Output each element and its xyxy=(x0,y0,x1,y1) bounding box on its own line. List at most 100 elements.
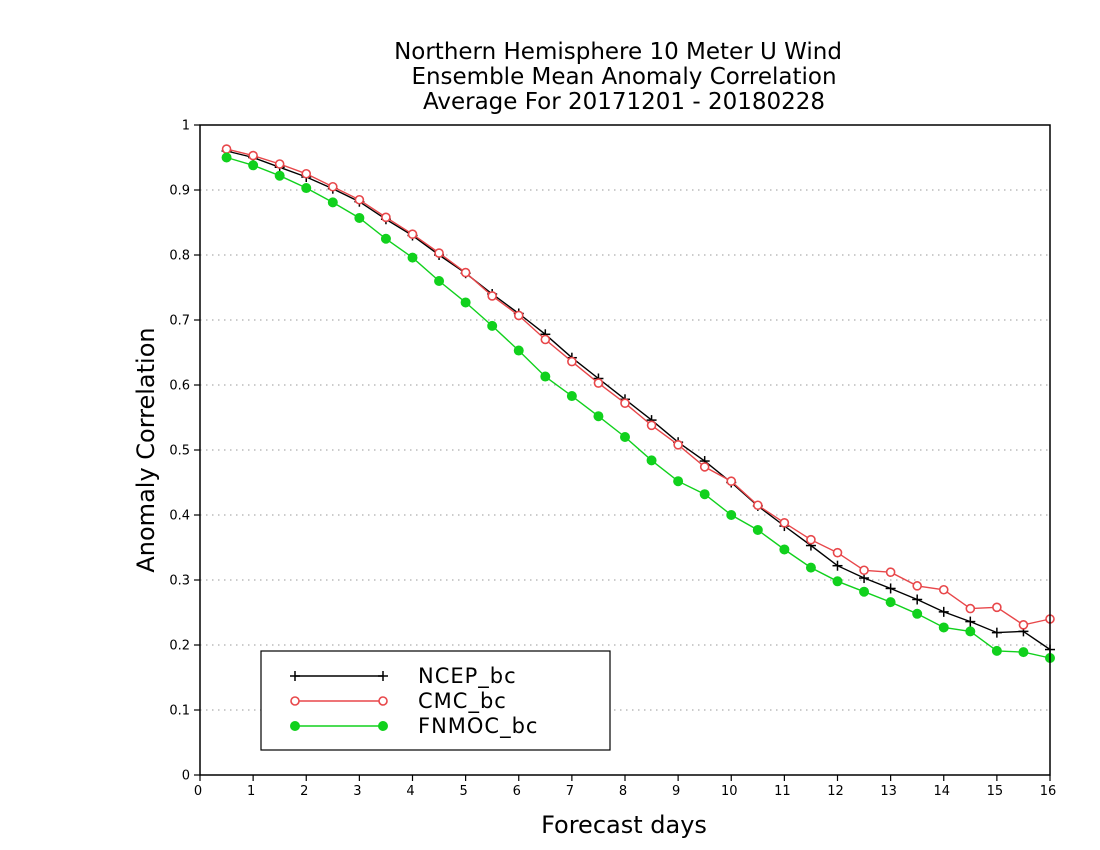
data-point-cmc-bc xyxy=(221,144,232,154)
data-point-ncep-bc xyxy=(965,616,976,627)
data-point-ncep-bc xyxy=(832,560,843,571)
legend-label-fnmoc-bc: FNMOC_bc xyxy=(418,714,538,739)
chart-title-line-2: Ensemble Mean Anomaly Correlation xyxy=(411,64,836,90)
data-point-fnmoc-bc xyxy=(354,212,365,223)
legend-entry-ncep-bc: NCEP_bc xyxy=(290,664,516,689)
x-tick-label: 2 xyxy=(300,784,308,799)
data-point-fnmoc-bc xyxy=(327,197,338,208)
data-point-cmc-bc xyxy=(354,194,365,205)
x-axis-label: Forecast days xyxy=(541,811,707,839)
legend-marker-end xyxy=(378,696,388,706)
legend-entry-cmc-bc: CMC_bc xyxy=(290,689,507,714)
x-tick-label: 10 xyxy=(721,784,738,799)
data-point-cmc-bc xyxy=(753,500,763,511)
x-tick-label: 9 xyxy=(672,784,680,799)
data-point-fnmoc-bc xyxy=(699,489,710,500)
data-point-fnmoc-bc xyxy=(301,183,312,194)
data-point-cmc-bc xyxy=(248,150,258,161)
x-tick-label: 4 xyxy=(406,784,414,799)
x-tick-label: 8 xyxy=(619,784,627,799)
x-tick-label: 12 xyxy=(827,784,844,799)
data-point-cmc-bc xyxy=(620,398,630,409)
axis-ticks: 00.10.20.30.40.50.60.70.80.910 1 2 3 4 5 6 7 8 9 1… xyxy=(169,119,1056,800)
chart-title-line-1: Northern Hemisphere 10 Meter U Wind xyxy=(394,39,842,65)
series-fnmoc-bc xyxy=(221,152,1055,663)
x-tick-label: 3 xyxy=(353,784,361,799)
data-point-cmc-bc xyxy=(513,310,524,321)
gridlines xyxy=(200,189,1050,711)
data-point-cmc-bc xyxy=(460,267,471,278)
y-tick-label: 0.7 xyxy=(169,314,190,329)
data-point-fnmoc-bc xyxy=(540,371,551,382)
legend-label-cmc-bc: CMC_bc xyxy=(418,689,507,714)
data-point-fnmoc-bc xyxy=(752,524,763,535)
data-point-fnmoc-bc xyxy=(779,544,790,555)
legend-marker-start xyxy=(290,721,300,731)
data-point-fnmoc-bc xyxy=(805,562,816,573)
data-point-cmc-bc xyxy=(859,565,869,576)
data-point-fnmoc-bc xyxy=(513,345,524,356)
data-point-fnmoc-bc xyxy=(566,391,577,402)
data-point-ncep-bc xyxy=(991,627,1002,638)
data-point-fnmoc-bc xyxy=(991,645,1002,656)
data-point-fnmoc-bc xyxy=(726,510,737,520)
x-tick-label: 5 xyxy=(459,784,467,799)
legend-marker-start xyxy=(290,696,300,706)
series-line-cmc-bc xyxy=(226,148,1051,626)
data-point-fnmoc-bc xyxy=(380,233,391,244)
data-point-cmc-bc xyxy=(646,420,657,431)
x-tick-label: 15 xyxy=(987,784,1004,799)
chart-title-line-3: Average For 20171201 - 20180228 xyxy=(423,89,825,115)
y-tick-label: 0.9 xyxy=(169,184,190,199)
data-point-fnmoc-bc xyxy=(885,597,896,608)
x-tick-label: 16 xyxy=(1040,784,1057,799)
x-tick-label: 7 xyxy=(566,784,574,799)
data-point-fnmoc-bc xyxy=(673,476,684,487)
data-point-cmc-bc xyxy=(726,476,737,487)
data-point-fnmoc-bc xyxy=(646,455,657,466)
data-point-fnmoc-bc xyxy=(248,160,259,171)
y-tick-label: 0.8 xyxy=(169,249,190,264)
legend-marker-start xyxy=(290,671,300,681)
data-point-cmc-bc xyxy=(938,584,949,595)
series-cmc-bc xyxy=(221,144,1055,630)
data-point-cmc-bc xyxy=(806,534,816,545)
y-tick-label: 1 xyxy=(182,119,190,134)
data-point-cmc-bc xyxy=(540,334,551,345)
data-point-fnmoc-bc xyxy=(832,576,843,587)
data-point-cmc-bc xyxy=(567,356,577,367)
y-tick-label: 0.5 xyxy=(169,444,190,459)
y-tick-label: 0 xyxy=(182,769,190,784)
series-layer xyxy=(221,144,1055,663)
data-point-cmc-bc xyxy=(699,462,710,472)
y-tick-label: 0.1 xyxy=(169,704,190,719)
data-point-cmc-bc xyxy=(832,547,843,558)
data-point-cmc-bc xyxy=(965,603,976,614)
legend-marker-end xyxy=(378,721,388,731)
data-point-fnmoc-bc xyxy=(1018,647,1029,658)
legend-entry-fnmoc-bc: FNMOC_bc xyxy=(290,714,538,739)
data-point-cmc-bc xyxy=(274,159,285,169)
x-tick-label: 6 xyxy=(513,784,521,799)
data-point-ncep-bc xyxy=(912,594,923,605)
data-point-cmc-bc xyxy=(407,229,418,239)
data-point-cmc-bc xyxy=(673,439,683,450)
data-point-cmc-bc xyxy=(593,378,604,388)
x-tick-label: 11 xyxy=(774,784,791,799)
data-point-cmc-bc xyxy=(912,581,922,591)
data-point-fnmoc-bc xyxy=(593,411,604,422)
x-tick-label: 14 xyxy=(933,784,950,799)
data-point-ncep-bc xyxy=(938,606,949,617)
series-line-ncep-bc xyxy=(226,150,1051,651)
data-point-fnmoc-bc xyxy=(274,170,285,181)
data-point-fnmoc-bc xyxy=(434,276,445,286)
data-point-cmc-bc xyxy=(885,567,896,578)
data-point-fnmoc-bc xyxy=(620,432,630,442)
y-axis-label: Anomaly Correlation xyxy=(132,327,160,572)
data-point-cmc-bc xyxy=(1018,620,1029,630)
y-tick-label: 0.6 xyxy=(169,379,190,394)
data-point-fnmoc-bc xyxy=(912,608,923,619)
y-tick-label: 0.4 xyxy=(169,509,190,524)
